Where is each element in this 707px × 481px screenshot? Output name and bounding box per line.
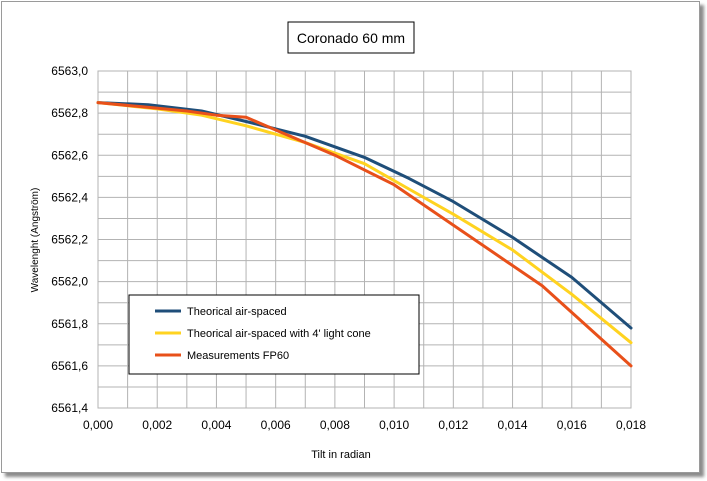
y-tick-label: 6562,4 <box>51 190 88 204</box>
y-axis-ticks: 6561,4 6561,6 6561,8 6562,0 6562,2 6562,4 6562… <box>51 64 88 415</box>
y-tick-label: 6562,6 <box>51 148 88 162</box>
x-tick-label: 0,000 <box>83 418 113 432</box>
x-tick-label: 0,012 <box>438 418 468 432</box>
chart-title-box <box>287 21 415 54</box>
legend-label: Measurements FP60 <box>187 350 289 362</box>
x-tick-label: 0,004 <box>201 418 231 432</box>
x-tick-label: 0,014 <box>498 418 528 432</box>
y-tick-label: 6562,0 <box>51 275 88 289</box>
legend: Theorical air-spaced Theorical air-spaced… <box>128 294 420 375</box>
chart-title: Coronado 60 mm <box>297 30 405 46</box>
x-tick-label: 0,010 <box>379 418 409 432</box>
x-axis-ticks: 0,000 0,002 0,004 0,006 0,008 0,010 0,012 0,014… <box>83 418 646 432</box>
legend-label: Theorical air-spaced <box>187 306 287 318</box>
x-tick-label: 0,018 <box>616 418 646 432</box>
y-tick-label: 6561,4 <box>51 401 88 415</box>
x-tick-label: 0,006 <box>261 418 291 432</box>
series-line-2 <box>96 101 633 345</box>
y-tick-label: 6561,6 <box>51 359 88 373</box>
x-tick-label: 0,002 <box>142 418 172 432</box>
series-line-1 <box>96 101 633 330</box>
y-tick-label: 6561,8 <box>51 317 88 331</box>
y-axis-label: Wavelenght (Angström) <box>30 188 41 293</box>
y-tick-label: 6562,8 <box>51 106 88 120</box>
x-axis-label: Tilt in radian <box>311 449 371 461</box>
legend-label: Theorical air-spaced with 4' light cone <box>187 328 371 340</box>
series-line-3 <box>96 101 633 368</box>
series-lines <box>96 101 633 368</box>
x-tick-label: 0,008 <box>320 418 350 432</box>
y-tick-label: 6563,0 <box>51 64 88 78</box>
y-tick-label: 6562,2 <box>51 233 88 247</box>
x-tick-label: 0,016 <box>557 418 587 432</box>
